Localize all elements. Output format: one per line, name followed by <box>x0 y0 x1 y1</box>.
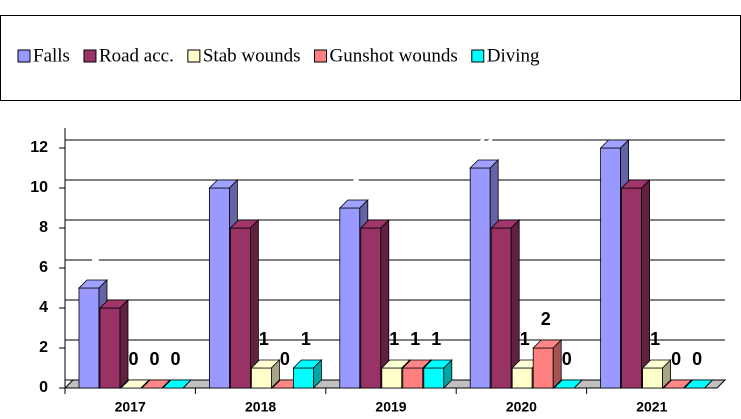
bar <box>162 379 192 389</box>
data-label: 10 <box>629 157 647 174</box>
y-tick-label: 10 <box>30 179 48 196</box>
data-label: 8 <box>373 197 382 214</box>
bar-side <box>573 379 583 389</box>
bar-side <box>683 379 692 389</box>
legend-swatch <box>187 49 201 63</box>
data-label: 1 <box>650 329 660 349</box>
legend-label: Road acc. <box>99 45 174 66</box>
data-label: 10 <box>217 157 235 174</box>
legend-box <box>0 15 741 101</box>
y-tick-label: 12 <box>30 139 48 156</box>
data-label: 8 <box>503 197 512 214</box>
data-label: 0 <box>692 349 702 369</box>
bar <box>490 219 521 389</box>
x-tick-label: 2018 <box>245 399 276 415</box>
data-label: 0 <box>170 349 180 369</box>
data-label: 1 <box>520 329 530 349</box>
data-label: 11 <box>478 137 495 154</box>
bar-front <box>339 207 361 389</box>
data-label: 0 <box>671 349 681 369</box>
bar-front <box>360 227 382 389</box>
data-label: 1 <box>389 329 399 349</box>
bar <box>422 359 453 389</box>
bar-side <box>119 299 129 389</box>
y-tick-label: 2 <box>39 339 48 356</box>
bar-side <box>270 359 280 389</box>
legend-label: Falls <box>33 45 70 66</box>
data-label: 1 <box>259 329 269 349</box>
bar <box>120 379 150 389</box>
bar-front <box>423 367 445 389</box>
bar-side <box>704 379 713 389</box>
bar <box>141 379 171 389</box>
bar-front <box>642 367 663 389</box>
bar <box>641 359 672 389</box>
data-label: 1 <box>410 329 420 349</box>
bar-front <box>381 367 403 389</box>
data-label: 4 <box>112 277 121 294</box>
data-label: 1 <box>301 329 311 349</box>
bar <box>662 379 693 389</box>
y-tick-label: 0 <box>39 379 48 396</box>
x-tick-label: 2021 <box>636 399 667 415</box>
bar <box>532 339 563 389</box>
bar-front <box>600 147 621 389</box>
bar <box>229 219 260 389</box>
bar <box>553 379 584 389</box>
bar-front <box>511 367 533 389</box>
bar <box>683 379 714 389</box>
data-label: 1 <box>431 329 441 349</box>
bar-front <box>532 347 554 389</box>
bar-side <box>140 379 150 389</box>
legend-label: Gunshot wounds <box>330 45 458 66</box>
bar-side <box>312 359 322 389</box>
bar-side <box>641 179 650 389</box>
data-label: 9 <box>352 177 361 194</box>
x-tick-label: 2020 <box>506 399 537 415</box>
bar <box>292 359 323 389</box>
bar-front <box>208 187 230 389</box>
bar-front <box>469 167 491 389</box>
bar-front <box>229 227 251 389</box>
bar-front <box>621 187 642 389</box>
bar-side <box>443 359 453 389</box>
x-tick-label: 2017 <box>115 399 146 415</box>
data-label: 2 <box>541 309 551 329</box>
data-label: 0 <box>128 349 138 369</box>
data-label: 5 <box>91 257 100 274</box>
y-tick-label: 4 <box>39 299 48 316</box>
y-tick-label: 6 <box>39 259 48 276</box>
bar-side <box>662 359 671 389</box>
legend-swatch <box>83 49 97 63</box>
legend-swatch <box>314 49 328 63</box>
bar <box>620 179 651 389</box>
bar-front <box>402 367 424 389</box>
data-label: 12 <box>608 117 626 134</box>
legend-swatch <box>17 49 31 63</box>
data-label: 0 <box>280 349 290 369</box>
bar-front <box>78 287 100 389</box>
bar-front <box>292 367 314 389</box>
bar <box>359 219 390 389</box>
legend-label: Stab wounds <box>203 45 301 66</box>
x-tick-label: 2019 <box>375 399 406 415</box>
y-tick-label: 8 <box>39 219 48 236</box>
bar-side <box>161 379 171 389</box>
bar <box>99 299 129 389</box>
bar-front <box>490 227 512 389</box>
legend-label: Diving <box>487 45 540 66</box>
data-label: 0 <box>562 349 572 369</box>
bar-front <box>250 367 272 389</box>
bar-front <box>99 307 121 389</box>
legend-swatch <box>471 49 485 63</box>
data-label: 0 <box>149 349 159 369</box>
bar-side <box>182 379 192 389</box>
bar <box>250 359 281 389</box>
bar-side <box>552 339 562 389</box>
data-label: 8 <box>242 197 251 214</box>
